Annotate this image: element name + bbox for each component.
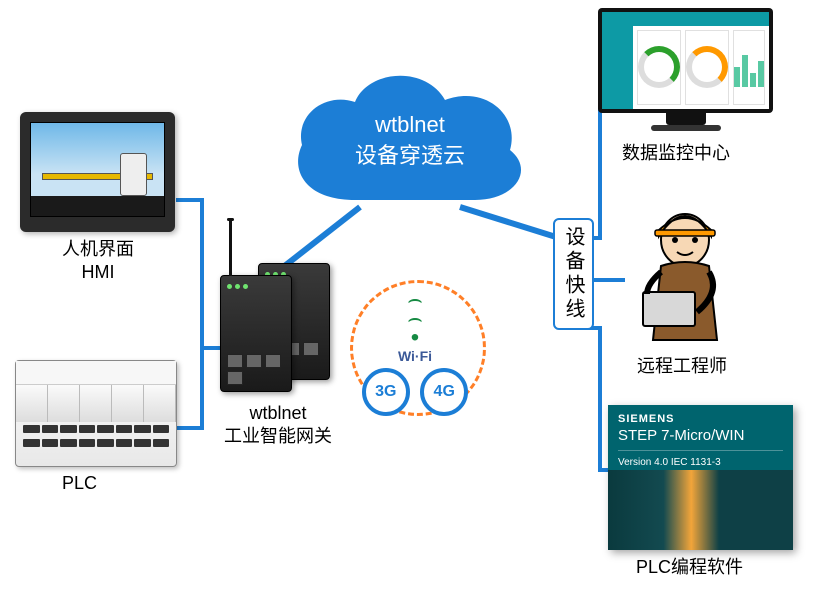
software-title: STEP 7-Micro/WIN (618, 427, 783, 444)
hmi-label-2: HMI (82, 262, 115, 282)
hmi-label: 人机界面 HMI (28, 238, 168, 285)
engineer-label: 远程工程师 (637, 355, 727, 378)
connection-hmi-gateway (176, 200, 222, 348)
connection-bus-software (585, 328, 608, 470)
cloud-label: wtblnet 设备穿透云 (300, 110, 520, 172)
badge-4g: 4G (420, 368, 468, 416)
gateway-label: wtblnet 工业智能网关 (208, 402, 348, 449)
monitor-device (598, 8, 773, 138)
plc-device (15, 360, 177, 467)
hmi-screen (30, 122, 165, 217)
hmi-device (20, 112, 175, 232)
gateway-label-2: 工业智能网关 (224, 426, 332, 446)
monitor-label: 数据监控中心 (622, 142, 730, 165)
gateway-label-1: wtblnet (249, 403, 306, 423)
software-box: SIEMENS STEP 7-Micro/WIN Version 4.0 IEC… (608, 405, 793, 550)
software-artwork (608, 470, 793, 550)
cloud-line1: wtblnet (375, 112, 445, 137)
wifi-icon: ⌢⌢• (355, 290, 475, 348)
badge-3g: 3G (362, 368, 410, 416)
wireless-content: ⌢⌢• Wi·Fi 3G 4G (355, 290, 475, 420)
software-brand: SIEMENS (618, 413, 783, 425)
gateway-device (220, 275, 292, 392)
cloud-line2: 设备穿透云 (355, 143, 465, 168)
wifi-label: Wi·Fi (355, 348, 475, 364)
dashboard-screen (602, 12, 769, 109)
software-label: PLC编程软件 (636, 556, 743, 579)
plc-label: PLC (62, 472, 97, 495)
software-version: Version 4.0 IEC 1131-3 (618, 450, 783, 468)
bus-label: 设备快线 (553, 218, 594, 330)
antenna-icon (229, 221, 232, 276)
engineer-figure (625, 200, 745, 350)
hmi-label-1: 人机界面 (62, 239, 134, 259)
